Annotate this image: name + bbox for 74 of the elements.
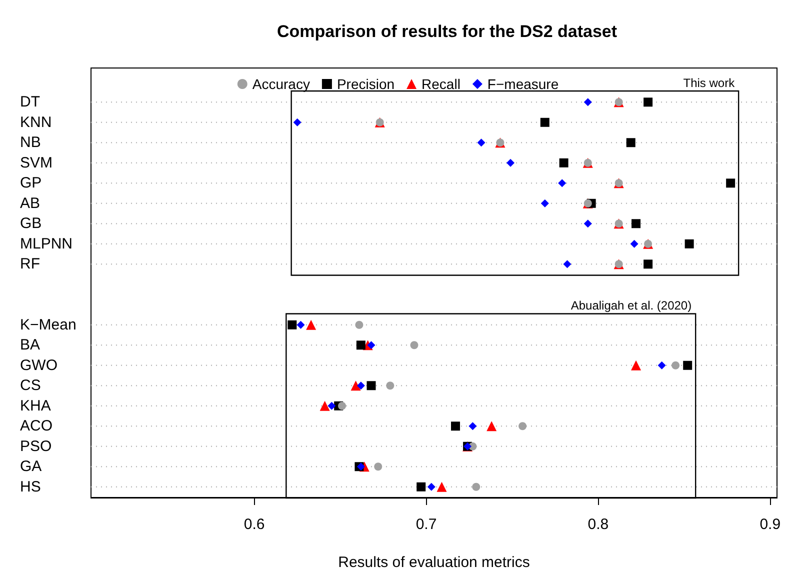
point — [450, 422, 460, 431]
y-tick-label: ACO — [20, 418, 53, 435]
y-tick-label: KHA — [20, 397, 51, 414]
y-tick-label: GA — [20, 458, 42, 476]
x-tick-label: 0.7 — [416, 516, 437, 533]
point — [374, 462, 382, 471]
point — [472, 482, 480, 491]
point — [296, 320, 305, 329]
point — [644, 98, 653, 107]
y-tick-label: CS — [20, 377, 41, 394]
x-tick-label: 0.6 — [244, 516, 265, 533]
point — [338, 402, 346, 410]
legend-label: Accuracy — [252, 76, 310, 92]
point — [288, 320, 297, 330]
point — [632, 219, 641, 228]
point — [293, 118, 302, 126]
point — [350, 380, 361, 391]
point — [631, 360, 642, 370]
annotation: This work — [683, 76, 736, 90]
point — [658, 361, 666, 370]
point — [540, 118, 550, 127]
y-tick-label: GB — [20, 215, 42, 232]
point — [584, 220, 592, 228]
point — [540, 199, 549, 208]
y-tick-label: PSO — [20, 438, 52, 455]
y-tick-label: GWO — [20, 356, 58, 374]
point — [584, 98, 592, 106]
point — [410, 341, 418, 350]
point — [559, 158, 568, 168]
point — [386, 382, 394, 390]
y-tick-label: K−Mean — [20, 316, 76, 334]
point — [672, 361, 680, 370]
point — [328, 402, 336, 410]
x-tick-label: 0.8 — [588, 516, 609, 533]
point — [563, 260, 572, 268]
point — [367, 341, 376, 350]
point — [518, 422, 527, 430]
legend-label: Recall — [422, 76, 460, 92]
y-tick-label: GP — [20, 174, 42, 192]
y-tick-label: BA — [20, 336, 40, 354]
point — [683, 360, 692, 370]
point — [366, 381, 376, 390]
point — [436, 482, 447, 492]
point — [726, 178, 736, 188]
point — [356, 382, 365, 390]
chart-title: Comparison of results for the DS2 dataset — [276, 22, 618, 41]
y-tick-label: HS — [20, 478, 41, 496]
y-tick-label: KNN — [20, 114, 52, 131]
point — [630, 240, 638, 248]
y-tick-label: MLPNN — [20, 235, 73, 252]
legend-label: Precision — [336, 76, 395, 92]
x-tick-label: 0.9 — [760, 516, 781, 533]
y-tick-label: SVM — [20, 154, 53, 172]
point — [558, 179, 566, 188]
point — [416, 482, 426, 492]
point — [427, 482, 436, 491]
y-tick-label: AB — [20, 194, 40, 212]
point — [486, 421, 497, 432]
annotation: Abualigah et al. (2020) — [570, 298, 692, 313]
point — [626, 138, 636, 148]
point — [468, 422, 477, 430]
point — [506, 158, 515, 167]
point — [306, 320, 316, 330]
point — [684, 239, 694, 248]
x-axis-title: Results of evaluation metrics — [338, 554, 530, 571]
y-tick-label: RF — [20, 256, 40, 273]
legend-label: F−measure — [487, 76, 559, 92]
point — [477, 138, 486, 147]
y-tick-label: DT — [20, 94, 40, 111]
point — [644, 260, 653, 269]
point — [320, 400, 330, 411]
point — [355, 320, 364, 329]
point — [356, 340, 366, 350]
y-tick-label: NB — [20, 134, 41, 152]
